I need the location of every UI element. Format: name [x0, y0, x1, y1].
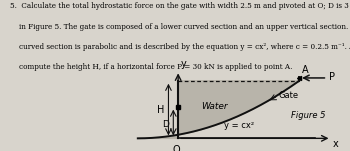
Text: A: A — [302, 65, 309, 75]
Polygon shape — [178, 81, 299, 135]
Text: compute the height H, if a horizontal force P = 30 kN is applied to point A.: compute the height H, if a horizontal fo… — [10, 63, 293, 71]
Text: 5.  Calculate the total hydrostatic force on the gate with width 2.5 m and pivot: 5. Calculate the total hydrostatic force… — [10, 2, 350, 10]
Text: H: H — [157, 105, 164, 115]
Text: y: y — [181, 59, 186, 69]
Text: x: x — [333, 140, 339, 149]
Text: O: O — [173, 145, 180, 151]
Text: D: D — [162, 120, 169, 129]
Text: y = cx²: y = cx² — [224, 121, 254, 130]
Text: Figure 5: Figure 5 — [291, 111, 326, 120]
Text: P: P — [329, 72, 335, 82]
Text: Water: Water — [201, 102, 228, 111]
Text: Gate: Gate — [279, 91, 299, 100]
Polygon shape — [138, 81, 299, 138]
Text: in Figure 5. The gate is composed of a lower curved section and an upper vertica: in Figure 5. The gate is composed of a l… — [10, 23, 350, 31]
Text: curved section is parabolic and is described by the equation y = cx², where c = : curved section is parabolic and is descr… — [10, 43, 350, 51]
